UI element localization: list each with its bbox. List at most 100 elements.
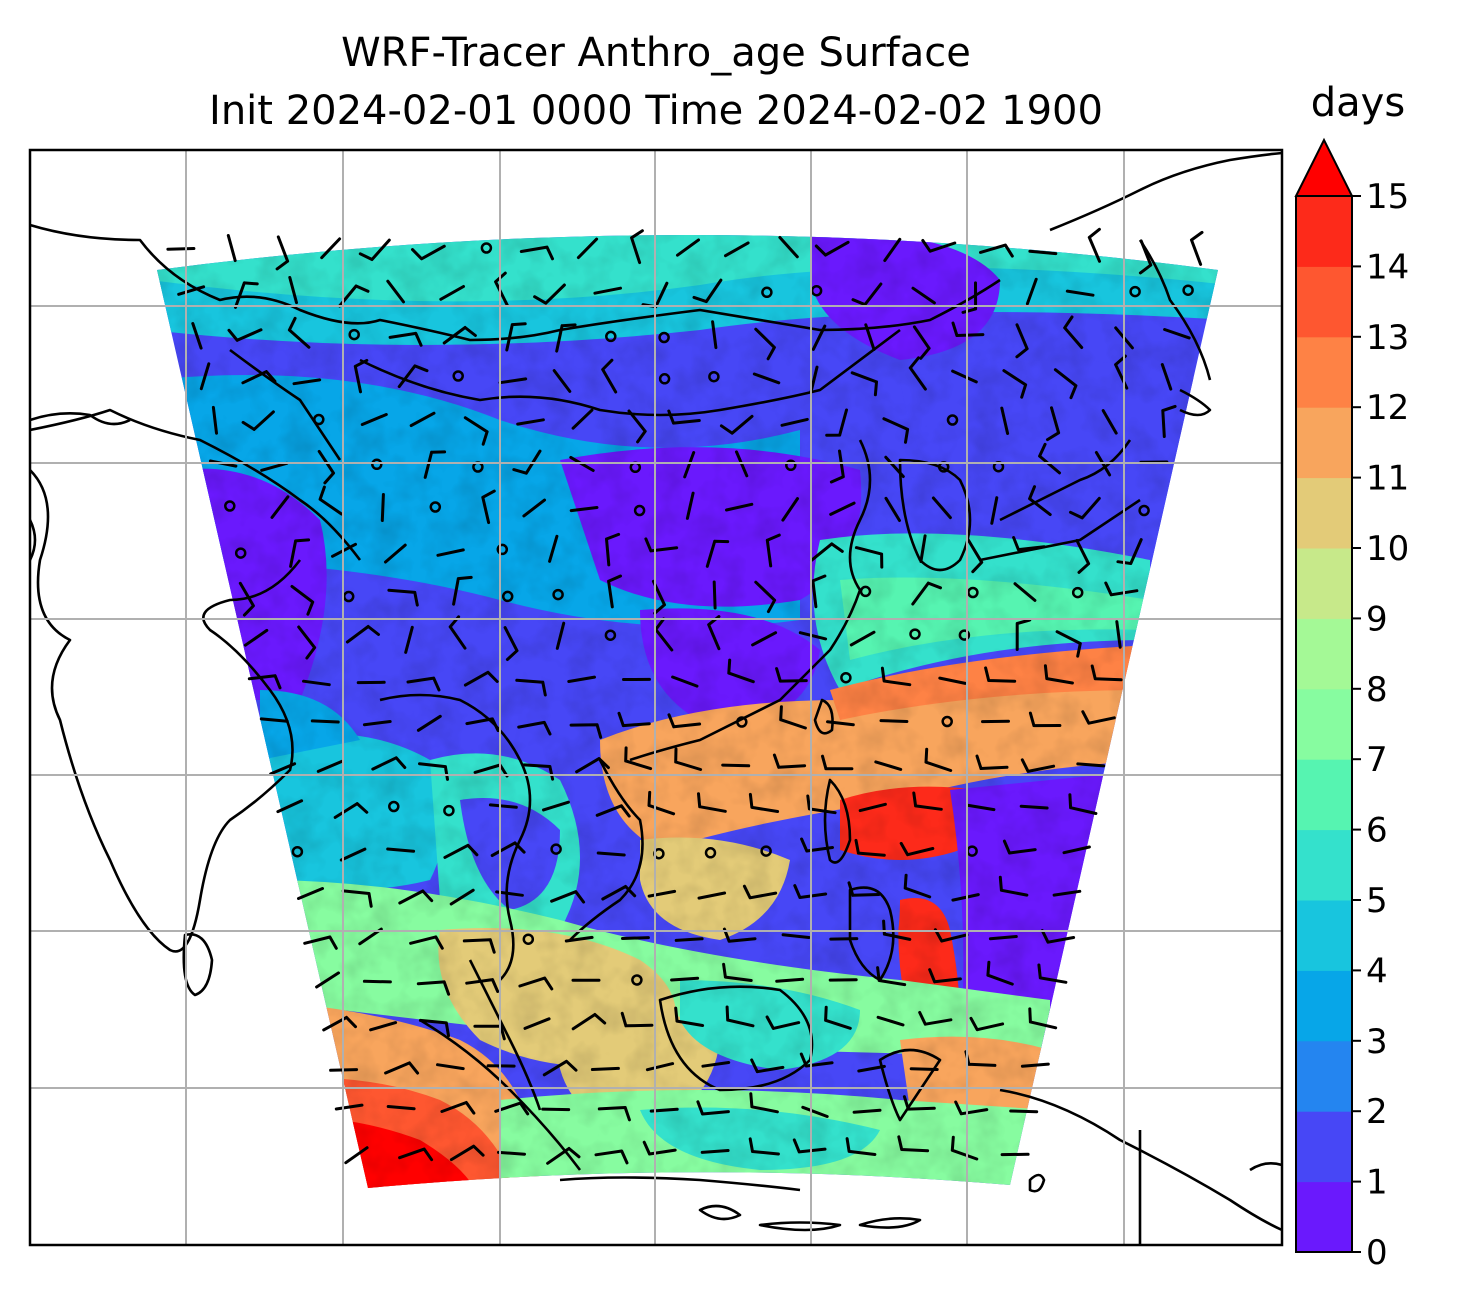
wind-barb <box>555 323 577 353</box>
wind-barb <box>386 1105 416 1111</box>
wind-barb <box>984 666 1017 683</box>
colorbar-tick-label: 4 <box>1366 951 1388 991</box>
wind-barb <box>908 356 927 391</box>
colorbar-segment <box>1296 759 1352 831</box>
wind-barb <box>360 413 388 426</box>
wind-barb <box>607 574 622 609</box>
wind-barb <box>821 754 854 771</box>
wind-barb <box>576 237 599 260</box>
wind-barb <box>211 405 218 435</box>
wind-barb <box>829 937 859 941</box>
colorbar-segment <box>1296 1181 1352 1253</box>
wind-barb <box>1002 369 1028 399</box>
wind-barb <box>621 936 650 940</box>
wind-barb <box>605 532 621 567</box>
wind-barb <box>1002 839 1037 855</box>
wind-barb <box>811 324 827 351</box>
wind-barb <box>276 799 304 814</box>
wind-barb <box>1037 963 1068 984</box>
wind-barb <box>988 935 1018 941</box>
wind-barb <box>1090 664 1123 682</box>
wind-barb <box>191 322 203 350</box>
wind-barb <box>1028 711 1062 728</box>
wind-barb <box>724 241 750 258</box>
wind-barb <box>826 720 855 727</box>
colorbar-segment <box>1296 266 1352 338</box>
wind-barb <box>601 358 618 394</box>
wind-barb <box>541 1107 571 1112</box>
wind-barb <box>436 1063 465 1071</box>
wind-barb <box>1013 582 1037 602</box>
wind-barb <box>876 1015 905 1027</box>
wind-barb <box>353 358 369 394</box>
wind-barb <box>449 888 475 906</box>
calm-wind-marker <box>550 843 562 855</box>
wind-barb <box>921 239 957 253</box>
wind-barb <box>912 325 931 360</box>
wind-barb <box>1028 1007 1058 1030</box>
wind-barb <box>1009 1109 1039 1114</box>
wind-barb <box>593 286 622 295</box>
wind-barb <box>436 548 465 557</box>
wind-barb <box>722 962 753 982</box>
wind-barb <box>297 887 324 900</box>
wind-barb <box>969 1016 1005 1032</box>
wind-barb <box>1015 618 1032 651</box>
wind-barb <box>269 762 297 776</box>
wind-barb <box>750 1058 785 1074</box>
wind-barb <box>775 667 808 683</box>
map-frame <box>28 148 1284 1247</box>
wind-barb <box>297 625 317 660</box>
wind-barb <box>398 889 434 905</box>
wind-barb <box>854 546 884 569</box>
wind-barb <box>465 717 500 733</box>
wind-barb <box>810 542 844 562</box>
wind-barb <box>1028 249 1058 256</box>
wind-barb <box>792 1138 827 1154</box>
wind-barb <box>601 885 637 901</box>
wind-barb <box>897 1135 930 1153</box>
wind-barb <box>775 977 805 983</box>
wind-barb <box>416 714 442 732</box>
wind-barb <box>961 281 978 314</box>
wind-barb <box>552 369 572 393</box>
colorbar-label: days <box>1310 80 1406 126</box>
calm-wind-marker <box>810 284 823 297</box>
wind-barb <box>780 417 809 427</box>
wind-barb <box>227 328 263 342</box>
wind-barb <box>498 377 528 385</box>
wind-barb <box>919 534 927 563</box>
wind-barb <box>409 411 436 428</box>
wind-barb <box>918 1011 953 1026</box>
colorbar-tick-label: 2 <box>1366 1092 1388 1132</box>
calm-wind-marker <box>736 716 748 728</box>
map-gridlines <box>30 150 1282 1245</box>
wind-barb <box>749 1092 779 1114</box>
wind-barb <box>595 804 631 818</box>
wind-barb <box>490 841 526 857</box>
wind-barb <box>697 792 727 813</box>
colorbar-tick-label: 13 <box>1366 318 1409 358</box>
wind-barb <box>1087 227 1101 263</box>
wind-barb <box>727 658 755 684</box>
wind-barb <box>911 581 942 606</box>
calm-wind-marker <box>1182 284 1194 296</box>
wind-barb <box>801 1105 829 1118</box>
wind-barb <box>303 935 338 950</box>
calm-wind-marker <box>429 501 442 513</box>
wind-barb <box>465 978 500 993</box>
colorbar-segment <box>1296 970 1352 1042</box>
wind-barb <box>564 935 594 943</box>
wind-barb <box>449 1144 485 1162</box>
wind-barb <box>986 960 1014 986</box>
wind-barb <box>1160 363 1173 391</box>
wind-barb <box>754 580 777 614</box>
wind-barb <box>1068 793 1098 815</box>
wind-barb <box>302 679 331 687</box>
wind-barb <box>287 316 311 349</box>
wind-barb <box>781 933 811 939</box>
wind-barb <box>883 237 902 262</box>
wind-barb <box>522 763 555 781</box>
wind-barb <box>620 1011 654 1028</box>
